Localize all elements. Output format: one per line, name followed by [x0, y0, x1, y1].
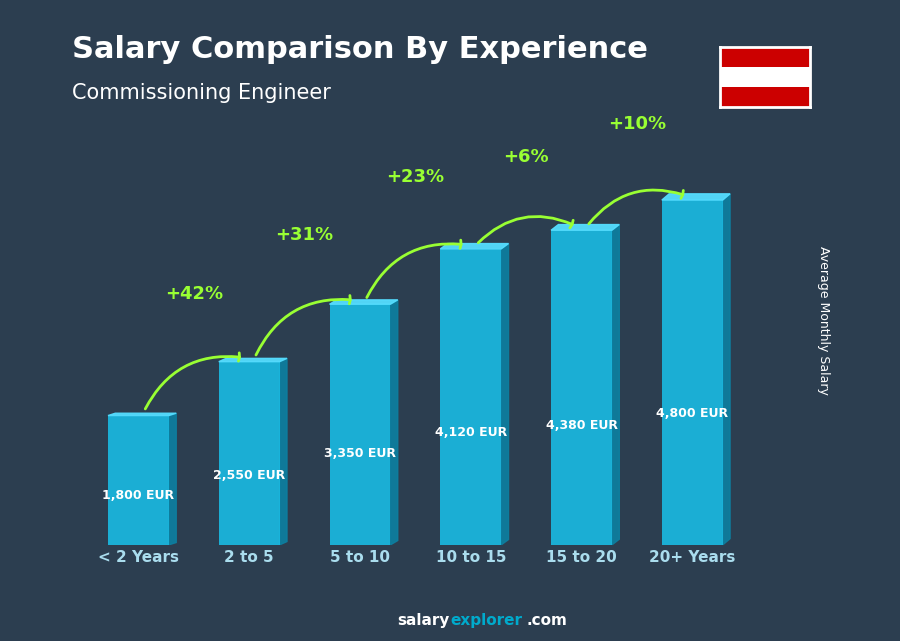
- Text: Average Monthly Salary: Average Monthly Salary: [817, 246, 830, 395]
- Polygon shape: [108, 413, 176, 415]
- Polygon shape: [440, 244, 508, 249]
- Bar: [551, 230, 612, 545]
- Polygon shape: [612, 224, 619, 545]
- Text: .com: .com: [526, 613, 567, 628]
- Bar: [720, 47, 810, 67]
- Polygon shape: [280, 358, 287, 545]
- Text: 1,800 EUR: 1,800 EUR: [103, 489, 175, 502]
- Text: 3,350 EUR: 3,350 EUR: [324, 447, 396, 460]
- Bar: [720, 67, 810, 87]
- Text: salary: salary: [398, 613, 450, 628]
- Polygon shape: [219, 358, 287, 362]
- Text: 4,800 EUR: 4,800 EUR: [656, 407, 728, 420]
- Bar: [662, 200, 723, 545]
- Bar: [720, 87, 810, 107]
- Polygon shape: [169, 413, 176, 545]
- Text: +6%: +6%: [503, 147, 549, 165]
- Polygon shape: [329, 300, 398, 304]
- Text: +42%: +42%: [165, 285, 223, 303]
- Text: 4,380 EUR: 4,380 EUR: [545, 419, 617, 432]
- Text: +10%: +10%: [608, 115, 666, 133]
- Text: +23%: +23%: [386, 169, 445, 187]
- Bar: [219, 362, 280, 545]
- Polygon shape: [662, 194, 730, 200]
- Text: 4,120 EUR: 4,120 EUR: [435, 426, 507, 439]
- Text: Commissioning Engineer: Commissioning Engineer: [72, 83, 331, 103]
- Text: 2,550 EUR: 2,550 EUR: [213, 469, 285, 482]
- Text: +31%: +31%: [275, 226, 334, 244]
- Bar: [108, 415, 169, 545]
- Bar: [329, 304, 391, 545]
- Polygon shape: [723, 194, 730, 545]
- Text: Salary Comparison By Experience: Salary Comparison By Experience: [72, 35, 648, 64]
- Polygon shape: [551, 224, 619, 230]
- Text: explorer: explorer: [450, 613, 522, 628]
- Polygon shape: [501, 244, 508, 545]
- Polygon shape: [391, 300, 398, 545]
- Bar: [440, 249, 501, 545]
